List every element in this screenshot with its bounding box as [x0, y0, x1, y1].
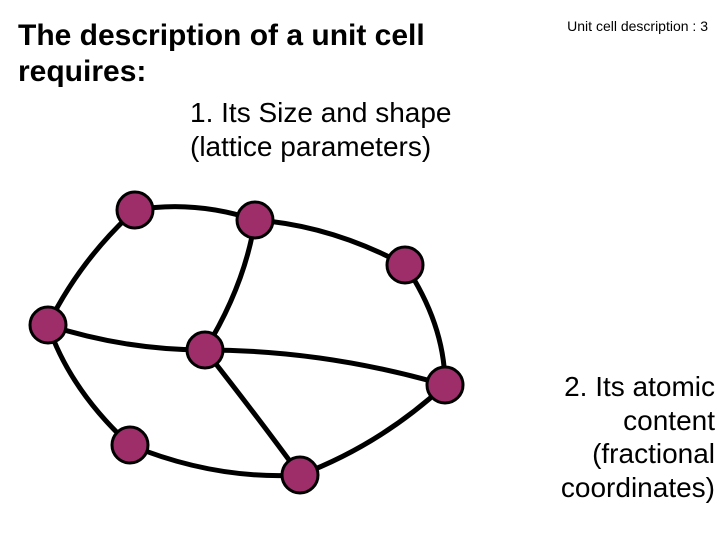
point2-line2: content — [520, 404, 715, 438]
header-text: Unit cell description : 3 — [567, 18, 708, 34]
diagram-node — [30, 307, 66, 343]
point1-line1: 1. Its Size and shape — [190, 96, 452, 130]
diagram-node — [187, 332, 223, 368]
slide-title: The description of a unit cell requires: — [18, 18, 425, 90]
title-line1: The description of a unit cell — [18, 18, 425, 54]
title-line2: requires: — [18, 54, 425, 90]
slide-header-label: Unit cell description : 3 — [567, 18, 708, 34]
diagram-edge — [205, 350, 445, 385]
diagram-node — [112, 427, 148, 463]
diagram-edge — [300, 385, 445, 475]
unit-cell-diagram — [0, 175, 510, 525]
diagram-node — [117, 192, 153, 228]
point-2: 2. Its atomic content (fractional coordi… — [520, 370, 715, 504]
diagram-node — [427, 367, 463, 403]
point2-line4: coordinates) — [520, 471, 715, 505]
diagram-edge — [205, 350, 300, 475]
point2-line3: (fractional — [520, 437, 715, 471]
point2-line1: 2. Its atomic — [520, 370, 715, 404]
diagram-node — [282, 457, 318, 493]
diagram-edge — [48, 210, 135, 325]
diagram-edge — [130, 445, 300, 476]
diagram-node — [237, 202, 273, 238]
diagram-edge — [255, 220, 405, 265]
diagram-edge — [205, 220, 255, 350]
diagram-edge — [48, 325, 205, 350]
point1-line2: (lattice parameters) — [190, 130, 452, 164]
diagram-edges — [48, 207, 445, 476]
diagram-nodes — [30, 192, 463, 493]
diagram-node — [387, 247, 423, 283]
point-1: 1. Its Size and shape (lattice parameter… — [190, 96, 452, 163]
